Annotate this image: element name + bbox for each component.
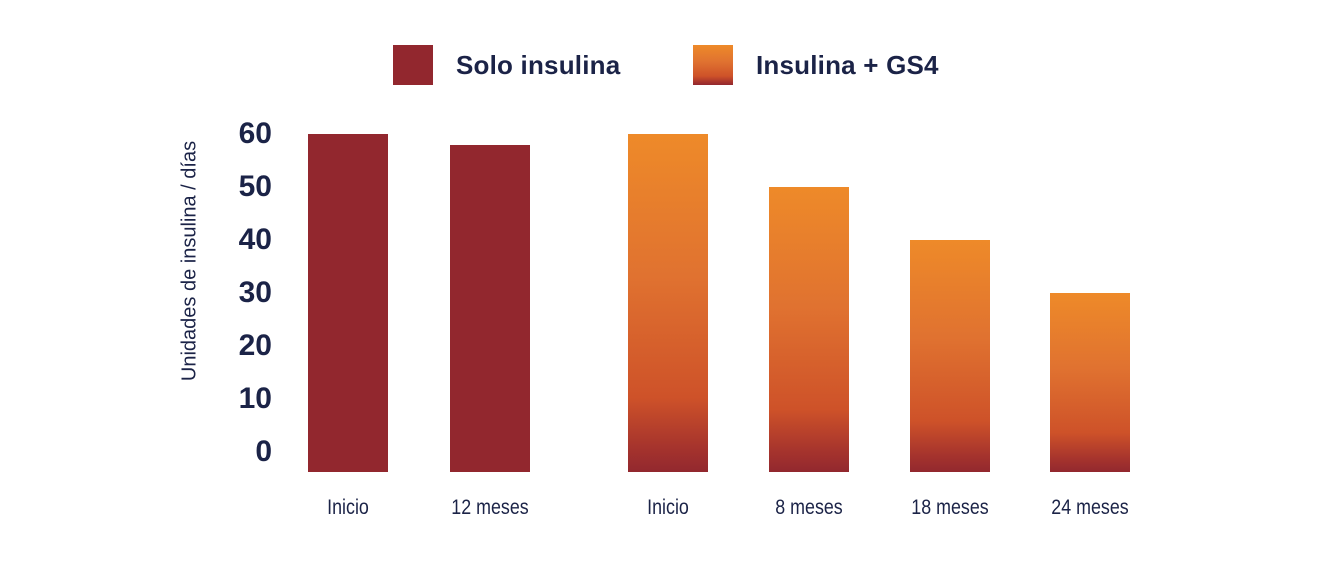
bar-insulina-gs4-8-meses	[769, 187, 849, 472]
legend-label-solo-insulina: Solo insulina	[456, 49, 621, 80]
x-tick-label: 18 meses	[911, 496, 989, 519]
y-tick-label: 40	[238, 223, 272, 256]
y-tick-label: 20	[238, 329, 272, 362]
x-tick-label: 8 meses	[775, 496, 843, 519]
x-tick-label: 24 meses	[1051, 496, 1129, 519]
bar-solo-insulina-12-meses	[450, 144, 530, 472]
y-tick-label: 50	[238, 170, 272, 203]
x-tick-label: Inicio	[647, 496, 689, 519]
bar-insulina-gs4-18-meses	[910, 240, 990, 472]
legend-swatch-insulina-gs4	[693, 45, 733, 85]
x-tick-label: 12 meses	[451, 496, 529, 519]
legend-label-insulina-gs4: Insulina + GS4	[756, 49, 939, 80]
legend-item-insulina-gs4: Insulina + GS4	[693, 45, 939, 85]
bar-solo-insulina-inicio	[308, 134, 388, 472]
y-tick-label: 30	[238, 276, 272, 309]
y-tick-label: 0	[255, 435, 272, 468]
bar-insulina-gs4-24-meses	[1050, 293, 1130, 472]
y-tick-label: 10	[238, 382, 272, 415]
bar-insulina-gs4-inicio	[628, 134, 708, 472]
legend-item-solo-insulina: Solo insulina	[393, 45, 620, 85]
x-tick-label: Inicio	[327, 496, 369, 519]
y-tick-label: 60	[238, 117, 272, 150]
legend-swatch-solo-insulina	[393, 45, 433, 85]
